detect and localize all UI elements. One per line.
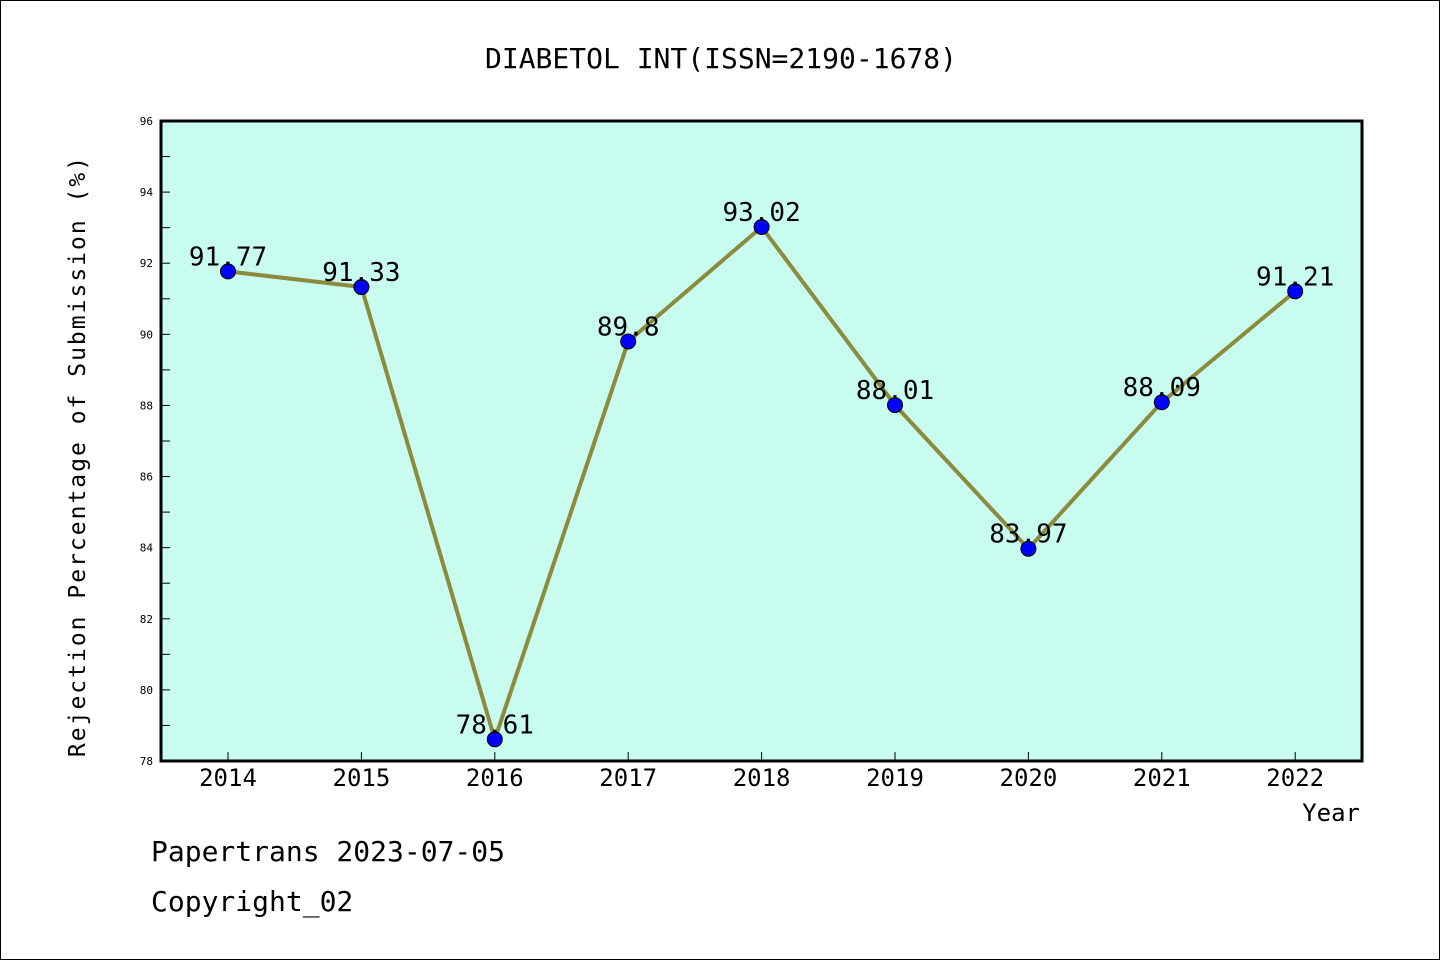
y-tick-label: 84 (140, 542, 154, 555)
data-label: 78.61 (456, 710, 534, 740)
y-tick-label: 92 (140, 257, 153, 270)
chart-title: DIABETOL INT(ISSN=2190-1678) (485, 42, 957, 75)
data-point-marker (486, 731, 503, 748)
x-tick-label: 2020 (1000, 764, 1058, 792)
x-tick-label: 2017 (599, 764, 657, 792)
y-axis-label: Rejection Percentage of Submission (%) (65, 155, 91, 757)
data-point-marker (1020, 540, 1037, 557)
data-label: 91.21 (1256, 262, 1334, 292)
footer-copyright: Copyright_02 (151, 885, 354, 918)
data-labels: 91.77 91.33 78.61 89.8 93.02 88.01 83.97 88.09 9… (189, 198, 1334, 740)
x-axis: 2014 2015 2016 2017 2018 2019 2020 2021 2022 (199, 752, 1324, 792)
data-point-marker (753, 218, 770, 235)
data-label: 88.01 (856, 376, 934, 406)
y-tick-label: 80 (140, 684, 153, 697)
data-label: 91.77 (189, 242, 267, 272)
data-point-marker (620, 333, 637, 350)
x-tick-label: 2016 (466, 764, 524, 792)
y-tick-label: 96 (140, 115, 153, 128)
y-tick-label: 82 (140, 613, 153, 626)
x-tick-label: 2014 (199, 764, 257, 792)
data-label: 89.8 (597, 312, 660, 342)
y-tick-label: 90 (140, 328, 153, 341)
y-tick-label: 94 (140, 186, 154, 199)
data-label: 83.97 (989, 520, 1067, 550)
data-label: 88.09 (1123, 373, 1201, 403)
x-tick-label: 2018 (733, 764, 791, 792)
y-tick-label: 86 (140, 471, 153, 484)
x-tick-label: 2022 (1266, 764, 1324, 792)
data-point-marker (353, 279, 370, 296)
data-points (220, 218, 1304, 748)
x-tick-label: 2021 (1133, 764, 1191, 792)
data-point-marker (1153, 394, 1170, 411)
x-axis-label: Year (1302, 799, 1360, 827)
data-label: 93.02 (722, 198, 800, 228)
data-point-marker (887, 397, 903, 414)
data-point-marker (220, 263, 236, 280)
data-point-marker (1287, 283, 1304, 300)
x-tick-label: 2015 (333, 764, 391, 792)
y-tick-label: 78 (140, 755, 153, 768)
x-tick-label: 2019 (866, 764, 924, 792)
footer-date: Papertrans 2023-07-05 (151, 835, 506, 868)
y-axis: 78 80 82 84 86 88 90 92 94 96 (140, 115, 170, 768)
y-tick-label: 88 (140, 399, 153, 412)
data-label: 91.33 (322, 258, 400, 288)
